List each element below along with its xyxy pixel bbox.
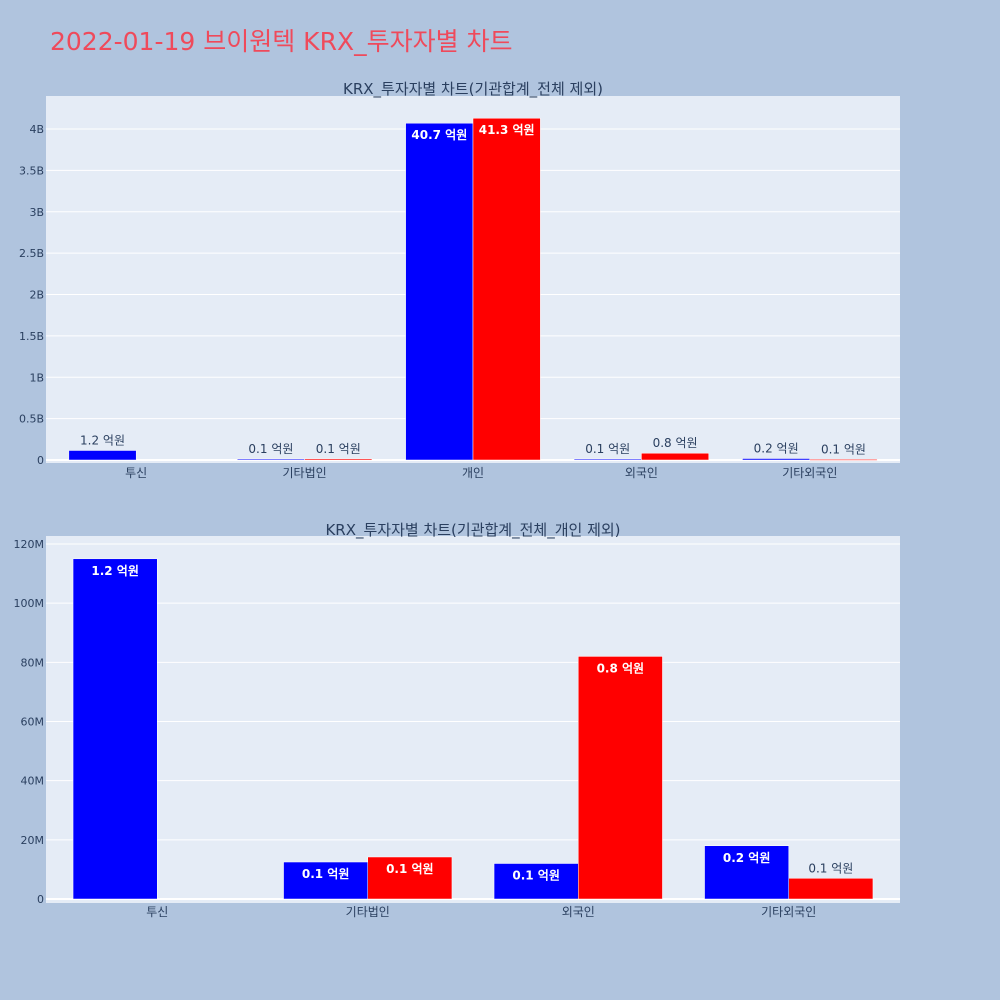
y-tick-label: 3B xyxy=(29,206,44,219)
x-tick-label: 투신 xyxy=(146,905,168,919)
x-tick-label: 개인 xyxy=(462,466,484,480)
data-label: 40.7 억원 xyxy=(411,128,467,142)
y-tick-label: 40M xyxy=(21,775,45,788)
x-tick-label: 기타외국인 xyxy=(782,466,837,480)
y-tick-label: 60M xyxy=(21,716,45,729)
bar xyxy=(573,458,642,461)
bar xyxy=(788,878,874,900)
bar xyxy=(304,458,373,461)
bar xyxy=(578,656,663,900)
bar xyxy=(367,856,453,900)
y-tick-label: 3.5B xyxy=(19,164,44,177)
page-title: 2022-01-19 브이원텍 KRX_투자자별 차트 xyxy=(50,27,513,56)
y-tick-label: 20M xyxy=(21,834,45,847)
y-tick-label: 1.5B xyxy=(19,330,44,343)
x-tick-label: 기타외국인 xyxy=(761,905,816,919)
bar xyxy=(283,861,368,900)
y-tick-label: 0 xyxy=(37,454,44,467)
y-tick-label: 0 xyxy=(37,893,44,906)
x-tick-label: 기타법인 xyxy=(283,466,327,480)
data-label: 0.1 억원 xyxy=(386,862,434,876)
x-tick-label: 외국인 xyxy=(625,466,658,480)
bar xyxy=(472,117,541,461)
bar xyxy=(236,458,305,461)
data-label: 0.1 억원 xyxy=(585,442,630,456)
data-label: 0.1 억원 xyxy=(808,861,853,875)
x-tick-label: 외국인 xyxy=(562,905,595,919)
data-label: 0.2 억원 xyxy=(754,442,799,456)
y-tick-label: 0.5B xyxy=(19,413,44,426)
data-label: 0.2 억원 xyxy=(723,851,771,865)
data-label: 1.2 억원 xyxy=(80,433,125,447)
bar xyxy=(68,450,137,461)
bar xyxy=(641,452,710,461)
chart-title: KRX_투자자별 차트(기관합계_전체 제외) xyxy=(343,80,603,99)
data-label: 0.1 억원 xyxy=(248,442,293,456)
data-label: 0.8 억원 xyxy=(653,436,698,450)
y-tick-label: 4B xyxy=(29,123,44,136)
data-label: 0.1 억원 xyxy=(302,867,350,881)
bar xyxy=(704,845,789,900)
data-label: 0.1 억원 xyxy=(821,442,866,456)
data-label: 0.1 억원 xyxy=(512,869,560,883)
bar xyxy=(742,458,811,461)
data-label: 1.2 억원 xyxy=(91,564,139,578)
y-tick-label: 100M xyxy=(14,597,45,610)
y-tick-label: 2B xyxy=(29,289,44,302)
plot-area-2 xyxy=(46,536,900,903)
data-label: 0.8 억원 xyxy=(597,661,645,675)
x-tick-label: 투신 xyxy=(125,466,147,480)
y-tick-label: 80M xyxy=(21,656,45,669)
y-tick-label: 2.5B xyxy=(19,247,44,260)
data-label: 0.1 억원 xyxy=(316,442,361,456)
y-tick-label: 1B xyxy=(29,371,44,384)
data-label: 41.3 억원 xyxy=(479,123,535,137)
chart-title: KRX_투자자별 차트(기관합계_전체_개인 제외) xyxy=(325,521,620,540)
bar xyxy=(809,459,878,461)
y-tick-label: 120M xyxy=(14,538,45,551)
bar xyxy=(405,122,474,461)
bar xyxy=(72,558,158,900)
x-tick-label: 기타법인 xyxy=(346,905,390,919)
bar xyxy=(493,863,579,900)
